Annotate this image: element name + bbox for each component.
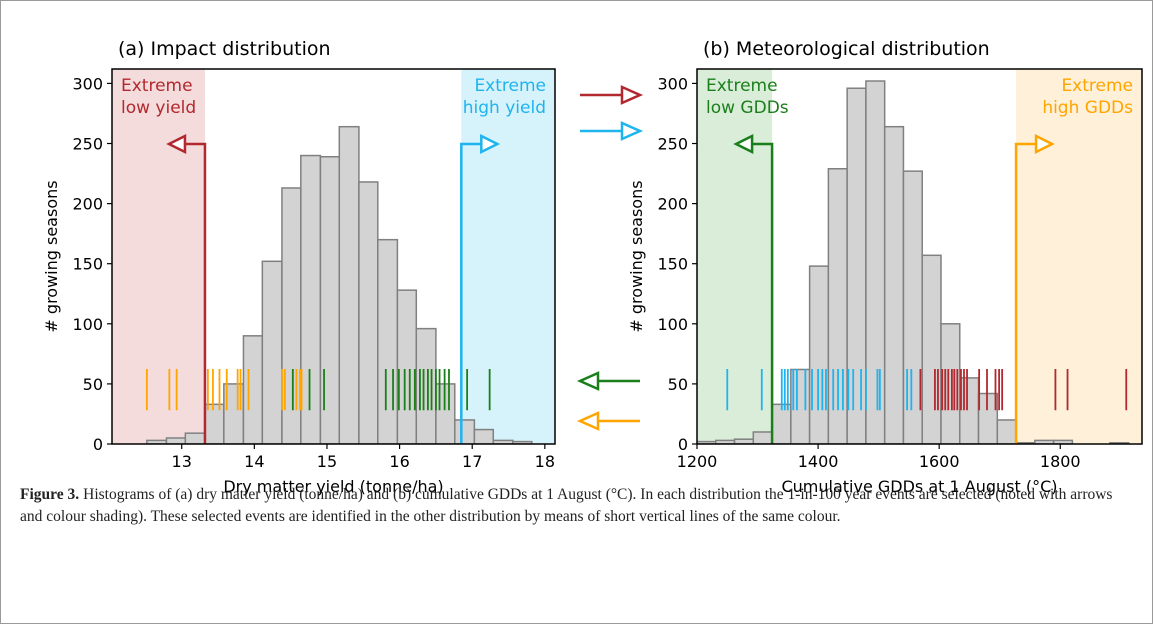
- x-tick-label: 13: [172, 452, 192, 471]
- y-tick-label: 0: [678, 435, 688, 454]
- y-tick-label: 150: [72, 255, 103, 274]
- extreme-label: Extreme: [1061, 76, 1133, 96]
- extreme-label: high GDDs: [1042, 98, 1133, 118]
- x-tick-label: 14: [244, 452, 264, 471]
- histogram-bar: [808, 265, 830, 444]
- x-axis-label: Cumulative GDDs at 1 August (°C): [781, 477, 1057, 496]
- histogram-bar: [396, 289, 418, 444]
- y-tick-label: 250: [657, 135, 688, 154]
- x-tick-label: 1200: [677, 452, 718, 471]
- y-tick-label: 200: [657, 195, 688, 214]
- y-axis-label: # growing seasons: [42, 180, 61, 332]
- histogram-bar: [338, 125, 360, 444]
- x-tick-label: 1600: [919, 452, 960, 471]
- arrow-head: [166, 133, 187, 155]
- histogram-bar: [473, 428, 495, 444]
- extreme-shading: [461, 69, 555, 444]
- y-tick-label: 50: [83, 375, 103, 394]
- arrow-head: [733, 133, 754, 155]
- histogram-bar: [242, 335, 264, 444]
- caption-text: Histograms of (a) dry matter yield (tonn…: [20, 486, 1113, 525]
- x-tick-label: 15: [317, 452, 337, 471]
- y-axis-label: # growing seasons: [627, 180, 646, 332]
- threshold-arrow: [752, 142, 774, 444]
- y-tick-label: 100: [72, 315, 103, 334]
- histogram-bar: [883, 125, 905, 444]
- histogram-bar: [165, 437, 187, 444]
- extreme-label: Extreme: [474, 76, 546, 96]
- histogram-bar: [865, 80, 886, 444]
- middle-arrows: [576, 85, 644, 431]
- histogram-bar: [846, 87, 867, 444]
- axes-frame: [111, 68, 556, 445]
- x-axis-label: Dry matter yield (tonne/ha): [223, 477, 443, 496]
- histogram-bar: [512, 440, 533, 444]
- histogram-bar: [454, 419, 476, 444]
- threshold-arrow: [184, 142, 207, 444]
- chart-title: (b) Meteorological distribution: [703, 38, 990, 60]
- y-tick-label: 300: [657, 74, 688, 93]
- extreme-label: low yield: [121, 98, 196, 118]
- caption-label: Figure 3.: [20, 486, 80, 503]
- y-tick-label: 0: [93, 435, 103, 454]
- extreme-label: high yield: [463, 98, 546, 118]
- histogram-bar: [377, 238, 399, 444]
- histogram-bar: [996, 419, 1017, 444]
- threshold-arrow: [1014, 142, 1037, 444]
- histogram-bar: [184, 432, 206, 444]
- x-tick-label: 18: [535, 452, 555, 471]
- y-tick-label: 300: [72, 74, 103, 93]
- y-tick-label: 200: [72, 195, 103, 214]
- arrow-head: [620, 121, 644, 141]
- threshold-arrow: [460, 142, 482, 444]
- extreme-label: Extreme: [706, 76, 778, 96]
- caption: Figure 3. Histograms of (a) dry matter yi…: [20, 484, 1125, 528]
- y-tick-label: 150: [657, 255, 688, 274]
- arrow-head: [576, 371, 600, 391]
- histogram-bar: [771, 403, 792, 444]
- arrow-head: [620, 85, 644, 105]
- extreme-label: Extreme: [121, 76, 193, 96]
- histogram-bar: [752, 431, 773, 444]
- histogram-bar: [204, 403, 225, 444]
- x-tick-label: 1800: [1040, 452, 1081, 471]
- histogram-bar: [977, 392, 999, 444]
- y-tick-label: 50: [668, 375, 688, 394]
- plot-area: [697, 69, 1142, 444]
- x-tick-label: 16: [389, 452, 409, 471]
- extreme-shading: [112, 69, 205, 444]
- x-tick-label: 17: [462, 452, 482, 471]
- histogram-bar: [921, 254, 942, 444]
- chart-title: (a) Impact distribution: [118, 38, 331, 60]
- extreme-shading: [1016, 69, 1142, 444]
- y-tick-label: 100: [657, 315, 688, 334]
- arrow-head: [576, 411, 600, 431]
- histogram-bar: [358, 181, 379, 444]
- histogram-bar: [261, 260, 283, 444]
- extreme-shading: [697, 69, 773, 444]
- plot-area: [112, 69, 555, 444]
- histogram-bar: [959, 377, 980, 444]
- extreme-label: low GDDs: [706, 98, 789, 118]
- axes-frame: [696, 68, 1143, 445]
- y-tick-label: 250: [72, 135, 103, 154]
- histogram-bar: [300, 154, 322, 444]
- x-tick-label: 1400: [798, 452, 839, 471]
- arrow-head: [1034, 133, 1055, 155]
- arrow-head: [480, 133, 501, 155]
